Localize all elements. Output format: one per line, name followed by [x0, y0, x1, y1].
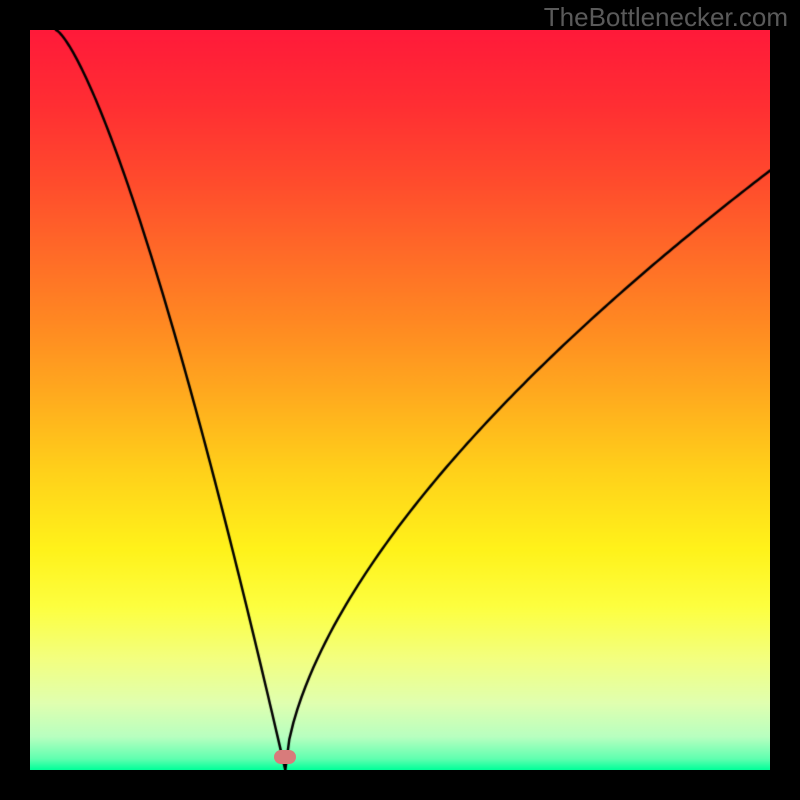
watermark-text: TheBottlenecker.com	[544, 2, 788, 33]
chart-container: TheBottlenecker.com	[0, 0, 800, 800]
plot-area	[30, 30, 770, 770]
gradient-background	[30, 30, 770, 770]
optimum-marker	[274, 750, 296, 764]
